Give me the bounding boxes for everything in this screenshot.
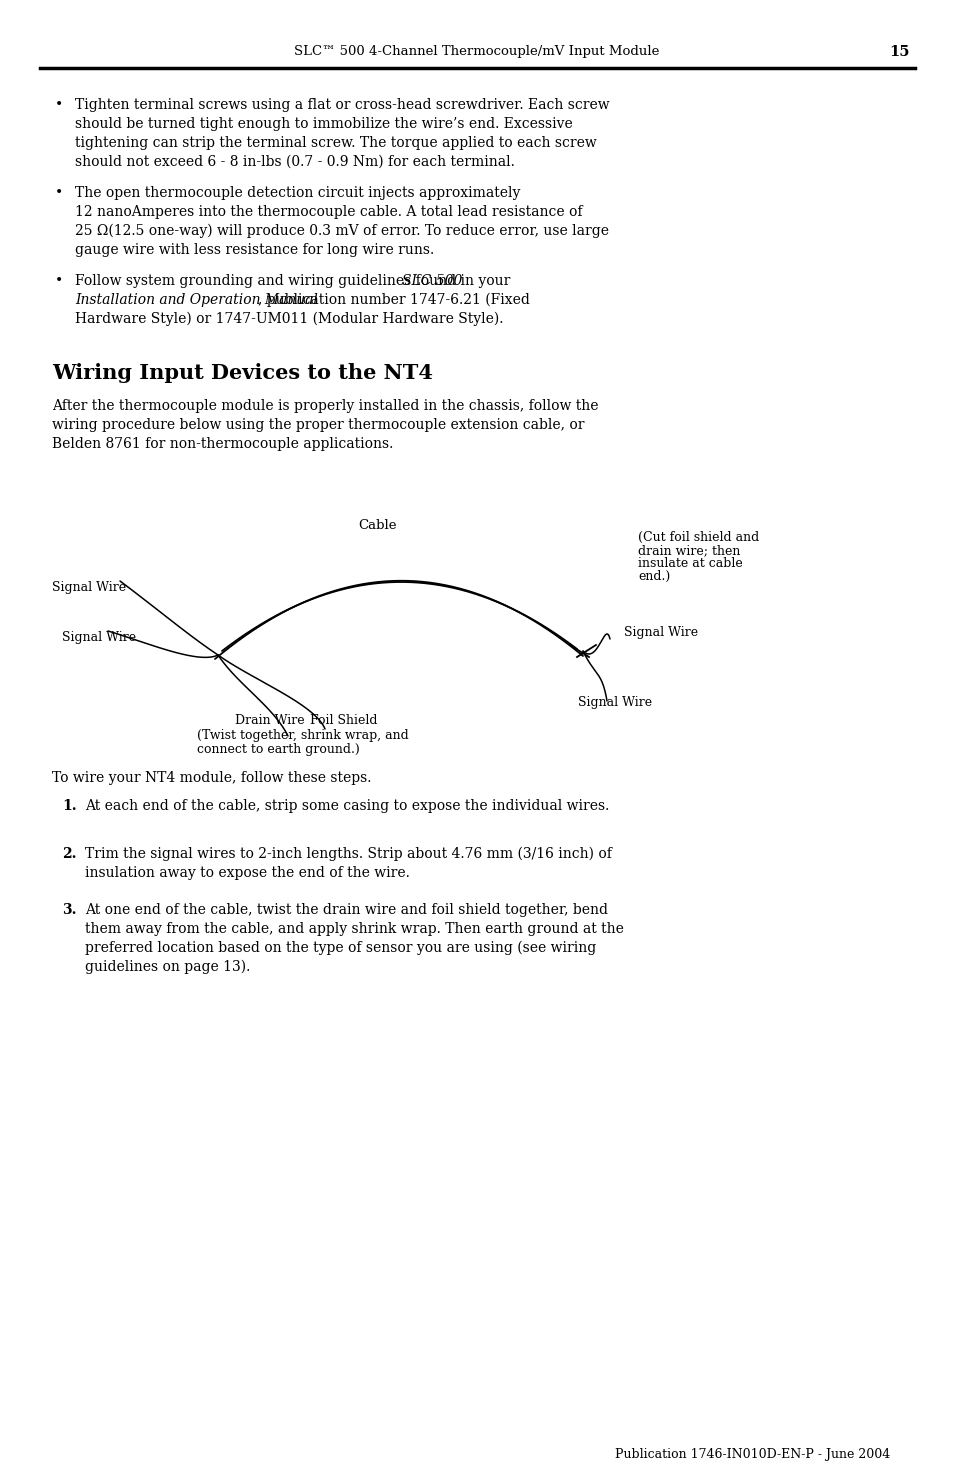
Text: 15: 15 bbox=[889, 46, 909, 59]
Text: insulation away to expose the end of the wire.: insulation away to expose the end of the… bbox=[85, 866, 410, 881]
Text: end.): end.) bbox=[638, 569, 670, 583]
Text: SLC 500: SLC 500 bbox=[401, 274, 462, 288]
Text: Cable: Cable bbox=[357, 519, 396, 532]
Text: •: • bbox=[55, 97, 63, 112]
Text: (Cut foil shield and: (Cut foil shield and bbox=[638, 531, 759, 544]
Text: Signal Wire: Signal Wire bbox=[52, 581, 126, 594]
Text: Trim the signal wires to 2-inch lengths. Strip about 4.76 mm (3/16 inch) of: Trim the signal wires to 2-inch lengths.… bbox=[85, 847, 611, 861]
Text: To wire your NT4 module, follow these steps.: To wire your NT4 module, follow these st… bbox=[52, 771, 371, 785]
Text: tightening can strip the terminal screw. The torque applied to each screw: tightening can strip the terminal screw.… bbox=[75, 136, 597, 150]
Text: 1.: 1. bbox=[62, 799, 76, 813]
Text: The open thermocouple detection circuit injects approximately: The open thermocouple detection circuit … bbox=[75, 186, 519, 201]
Text: Wiring Input Devices to the NT4: Wiring Input Devices to the NT4 bbox=[52, 363, 433, 384]
Text: should be turned tight enough to immobilize the wire’s end. Excessive: should be turned tight enough to immobil… bbox=[75, 117, 572, 131]
Text: At each end of the cable, strip some casing to expose the individual wires.: At each end of the cable, strip some cas… bbox=[85, 799, 609, 813]
Text: , publication number 1747-6.21 (Fixed: , publication number 1747-6.21 (Fixed bbox=[257, 294, 529, 307]
Text: •: • bbox=[55, 274, 63, 288]
Text: 3.: 3. bbox=[62, 903, 76, 917]
Text: connect to earth ground.): connect to earth ground.) bbox=[196, 743, 359, 757]
Text: At one end of the cable, twist the drain wire and foil shield together, bend: At one end of the cable, twist the drain… bbox=[85, 903, 607, 917]
Text: Signal Wire: Signal Wire bbox=[62, 631, 136, 645]
Text: Signal Wire: Signal Wire bbox=[623, 625, 698, 639]
Text: insulate at cable: insulate at cable bbox=[638, 558, 742, 569]
Text: preferred location based on the type of sensor you are using (see wiring: preferred location based on the type of … bbox=[85, 941, 596, 956]
Text: 12 nanoAmperes into the thermocouple cable. A total lead resistance of: 12 nanoAmperes into the thermocouple cab… bbox=[75, 205, 582, 218]
Text: drain wire; then: drain wire; then bbox=[638, 544, 740, 558]
Text: SLC™ 500 4-Channel Thermocouple/mV Input Module: SLC™ 500 4-Channel Thermocouple/mV Input… bbox=[294, 46, 659, 59]
Text: gauge wire with less resistance for long wire runs.: gauge wire with less resistance for long… bbox=[75, 243, 434, 257]
Text: Drain Wire: Drain Wire bbox=[234, 714, 304, 727]
Text: guidelines on page 13).: guidelines on page 13). bbox=[85, 960, 250, 975]
Text: Foil Shield: Foil Shield bbox=[310, 714, 377, 727]
Text: Publication 1746-IN010D-EN-P - June 2004: Publication 1746-IN010D-EN-P - June 2004 bbox=[615, 1448, 889, 1462]
Text: 25 Ω(12.5 one-way) will produce 0.3 mV of error. To reduce error, use large: 25 Ω(12.5 one-way) will produce 0.3 mV o… bbox=[75, 224, 608, 239]
Text: Tighten terminal screws using a flat or cross-head screwdriver. Each screw: Tighten terminal screws using a flat or … bbox=[75, 97, 609, 112]
Text: should not exceed 6 - 8 in-lbs (0.7 - 0.9 Nm) for each terminal.: should not exceed 6 - 8 in-lbs (0.7 - 0.… bbox=[75, 155, 515, 170]
Text: (Twist together, shrink wrap, and: (Twist together, shrink wrap, and bbox=[196, 729, 408, 742]
Text: Installation and Operation Manual: Installation and Operation Manual bbox=[75, 294, 317, 307]
Text: 2.: 2. bbox=[62, 847, 76, 861]
Text: After the thermocouple module is properly installed in the chassis, follow the: After the thermocouple module is properl… bbox=[52, 400, 598, 413]
Text: Belden 8761 for non-thermocouple applications.: Belden 8761 for non-thermocouple applica… bbox=[52, 437, 393, 451]
Text: wiring procedure below using the proper thermocouple extension cable, or: wiring procedure below using the proper … bbox=[52, 417, 584, 432]
Text: Follow system grounding and wiring guidelines found in your: Follow system grounding and wiring guide… bbox=[75, 274, 515, 288]
Text: Hardware Style) or 1747-UM011 (Modular Hardware Style).: Hardware Style) or 1747-UM011 (Modular H… bbox=[75, 313, 503, 326]
Text: them away from the cable, and apply shrink wrap. Then earth ground at the: them away from the cable, and apply shri… bbox=[85, 922, 623, 937]
Text: •: • bbox=[55, 186, 63, 201]
Text: Signal Wire: Signal Wire bbox=[578, 696, 652, 709]
